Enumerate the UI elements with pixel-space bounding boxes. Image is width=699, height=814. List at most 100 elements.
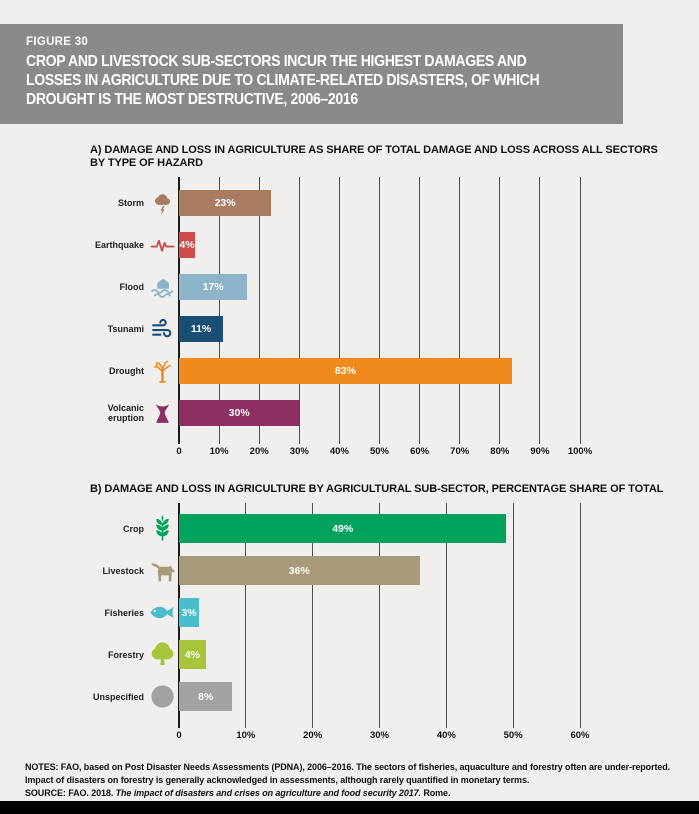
axis-tick-label: 60% — [410, 446, 430, 458]
axis-tick-label: 90% — [530, 446, 550, 458]
gridline — [379, 177, 380, 445]
source-suffix: Rome. — [420, 787, 451, 798]
gridline — [445, 502, 447, 728]
chart-b-title-line1: B) DAMAGE AND LOSS IN AGRICULTURE BY AGR… — [90, 483, 664, 496]
axis-tick-label: 80% — [490, 446, 510, 458]
axis-tick-label: 10% — [209, 446, 229, 458]
category-label: Livestock — [102, 565, 144, 576]
source-text: SOURCE: FAO. 2018. The impact of disaste… — [25, 787, 679, 800]
gridline — [379, 502, 380, 728]
bar-row-crop: Crop 49% — [90, 508, 580, 550]
tsunami-icon — [146, 317, 179, 342]
axis-tick-label: 40% — [436, 729, 456, 741]
axis-tick-label: 40% — [329, 446, 349, 458]
figure-number: FIGURE 30 — [26, 36, 89, 48]
figure-title: CROP AND LIVESTOCK SUB-SECTORS INCUR THE… — [26, 53, 540, 109]
bar-track: 3% — [179, 598, 580, 628]
bar-value-label: 17% — [202, 281, 224, 294]
category-label: Forestry — [107, 649, 144, 660]
axis-tick-label: 30% — [369, 729, 390, 741]
circle-icon — [146, 682, 179, 711]
bar-row-tsunami: Tsunami 11% — [90, 308, 580, 350]
x-axis: 0 10% 20% 30% 40% 50% 60% — [176, 723, 589, 741]
livestock-icon — [146, 556, 179, 585]
bar-row-earthquake: Earthquake 4% — [90, 224, 580, 266]
category-label: Flood — [119, 281, 145, 292]
gridline — [512, 502, 514, 728]
bar: 4% — [179, 232, 196, 259]
axis-zero-line — [178, 177, 180, 445]
storm-icon — [146, 191, 179, 216]
gridline — [298, 177, 300, 445]
bar: 8% — [179, 682, 233, 712]
axis-tick-label: 70% — [450, 446, 470, 458]
source-prefix: SOURCE: FAO. 2018. — [25, 787, 116, 798]
bottom-bar — [0, 801, 699, 814]
bar: 4% — [179, 640, 206, 670]
bar-value-label: 30% — [228, 407, 250, 420]
bar-value-label: 49% — [332, 522, 354, 535]
bar-value-label: 11% — [190, 323, 212, 336]
subsector-bar-chart: Crop 49% Livestock 36% Fisheries 3% Forestry 4%… — [90, 502, 590, 741]
gridlines — [178, 177, 581, 445]
fish-icon — [146, 598, 179, 627]
tree-icon — [146, 640, 179, 669]
source-title: The impact of disasters and crises on ag… — [115, 787, 421, 798]
category-label: Tsunami — [107, 323, 144, 334]
bar-row-drought: Drought 83% — [90, 350, 580, 392]
hazard-bar-chart: Storm 23% Earthquake 4% Flood 17% Tsunami 11% Dr… — [90, 177, 592, 458]
gridline — [245, 502, 247, 728]
axis-tick-label: 50% — [503, 729, 523, 741]
bar-track: 11% — [179, 316, 580, 343]
bar-rows: Crop 49% Livestock 36% Fisheries 3% Forestry 4%… — [90, 503, 580, 723]
axis-tick-label: 0 — [176, 446, 182, 458]
bar: 49% — [179, 514, 507, 544]
x-axis: 0 10% 20% 30% 40% 50% 60% 70% 80% 90% 100% — [176, 439, 592, 458]
axis-tick-label: 0 — [176, 729, 182, 741]
chart-a-title-line2: BY TYPE OF HAZARD — [90, 157, 203, 170]
axis-tick-label: 20% — [249, 446, 269, 458]
chart-a-title: A) DAMAGE AND LOSS IN AGRICULTURE AS SHA… — [90, 144, 690, 172]
bar-row-livestock: Livestock 36% — [90, 550, 580, 592]
bar: 23% — [179, 190, 272, 217]
axis-tick-label: 30% — [289, 446, 309, 458]
axis-tick-label: 50% — [369, 446, 390, 458]
axis-tick-label: 10% — [236, 729, 256, 741]
bar-value-label: 36% — [288, 564, 310, 577]
bar: 30% — [179, 400, 300, 427]
bar-rows: Storm 23% Earthquake 4% Flood 17% Tsunami 11% Dr… — [90, 177, 580, 439]
gridline — [459, 177, 461, 445]
bar-track: 4% — [179, 232, 580, 259]
volcano-icon — [146, 401, 179, 426]
bar-row-flood: Flood 17% — [90, 266, 580, 308]
bar-track: 49% — [179, 514, 580, 544]
bar: 36% — [179, 556, 420, 586]
bar: 11% — [179, 316, 224, 343]
gridline — [218, 177, 220, 445]
earthquake-icon — [146, 233, 179, 258]
bar-track: 30% — [179, 400, 580, 427]
bar-value-label: 23% — [214, 197, 236, 210]
bar-value-label: 4% — [179, 239, 195, 252]
gridline — [419, 177, 421, 445]
bar-track: 36% — [179, 556, 580, 586]
bar: 83% — [179, 358, 512, 385]
bar-track: 8% — [179, 682, 580, 712]
bar: 17% — [179, 274, 248, 301]
chart-a-title-line1: A) DAMAGE AND LOSS IN AGRICULTURE AS SHA… — [90, 143, 658, 156]
gridline — [312, 502, 314, 728]
notes-text: NOTES: FAO, based on Post Disaster Needs… — [25, 761, 671, 785]
category-label: Earthquake — [94, 239, 144, 250]
flood-icon — [146, 275, 179, 300]
gridline — [499, 177, 501, 445]
bar-track: 4% — [179, 640, 580, 670]
category-label: Storm — [117, 197, 144, 208]
bar-track: 17% — [179, 274, 580, 301]
bar-value-label: 83% — [334, 365, 356, 378]
notes-block: NOTES: FAO, based on Post Disaster Needs… — [25, 761, 679, 800]
bar-row-unspecified: Unspecified 8% — [90, 676, 580, 718]
category-label: Drought — [109, 365, 144, 376]
category-label: Unspecified — [92, 691, 144, 702]
bar-track: 83% — [179, 358, 580, 385]
